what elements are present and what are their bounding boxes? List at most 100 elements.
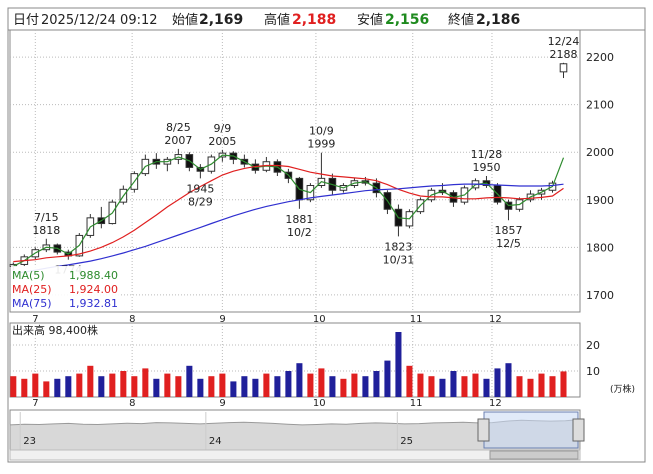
x-tick-label: 10 bbox=[313, 398, 326, 409]
volume-bar bbox=[87, 365, 94, 397]
low: 2,156 bbox=[385, 12, 429, 28]
annotation-value: 1823 bbox=[384, 240, 412, 253]
x-tick-label: 7 bbox=[32, 314, 38, 325]
x-tick-label: 10 bbox=[313, 314, 326, 325]
y-tick-label: 20 bbox=[586, 339, 600, 352]
annotation-value: 1950 bbox=[472, 161, 500, 174]
volume-bar bbox=[131, 376, 138, 397]
volume-bar bbox=[219, 373, 226, 397]
legend-value: 1,924.00 bbox=[69, 283, 118, 296]
volume-bar bbox=[384, 360, 391, 397]
high-label: 高値 bbox=[264, 12, 290, 28]
annotation-date: 10/31 bbox=[383, 253, 415, 266]
close: 2,186 bbox=[476, 12, 520, 28]
annotation-value: 1857 bbox=[494, 224, 522, 237]
navigator-selection[interactable] bbox=[483, 411, 579, 449]
x-tick-label: 11 bbox=[410, 314, 423, 325]
y-tick-label: 1800 bbox=[586, 241, 614, 254]
volume-bar bbox=[439, 378, 446, 397]
x-tick-label: 12 bbox=[489, 314, 502, 325]
volume-bar bbox=[450, 371, 457, 397]
annotation-value: 1999 bbox=[307, 138, 335, 151]
legend-value: 1,988.40 bbox=[69, 269, 118, 282]
volume-bar bbox=[329, 376, 336, 397]
annotation-date: 8/29 bbox=[188, 195, 213, 208]
price-panel bbox=[9, 29, 581, 313]
volume-bar bbox=[65, 376, 72, 397]
x-tick-label: 11 bbox=[410, 398, 423, 409]
annotation-date: 10/9 bbox=[309, 125, 334, 138]
y-tick-label: 10 bbox=[586, 365, 600, 378]
volume-bar bbox=[98, 376, 105, 397]
x-tick-label: 9 bbox=[219, 314, 225, 325]
navigator-handle-right[interactable] bbox=[572, 418, 585, 442]
volume-bar bbox=[461, 376, 468, 397]
navigator-label: 25 bbox=[400, 436, 413, 447]
volume-bar bbox=[263, 373, 270, 397]
volume-bar bbox=[483, 378, 490, 397]
volume-bar bbox=[252, 378, 259, 397]
volume-bar bbox=[285, 371, 292, 397]
volume-bar bbox=[318, 368, 325, 397]
volume-bar bbox=[505, 363, 512, 397]
volume-bar bbox=[472, 373, 479, 397]
volume-title-bg bbox=[11, 324, 113, 337]
volume-bar bbox=[549, 376, 556, 397]
volume-bar bbox=[208, 376, 215, 397]
annotation-value: 2007 bbox=[164, 134, 192, 147]
x-tick-label: 7 bbox=[32, 398, 38, 409]
x-tick-label: 9 bbox=[219, 398, 225, 409]
candle-body bbox=[559, 63, 568, 73]
volume-bar bbox=[307, 373, 314, 397]
volume-bar bbox=[395, 332, 402, 397]
open: 2,169 bbox=[199, 12, 243, 28]
y-tick-label: 2200 bbox=[586, 51, 614, 64]
volume-bar bbox=[351, 373, 358, 397]
volume-bar bbox=[428, 376, 435, 397]
low-label: 安値 bbox=[357, 12, 383, 28]
navigator-label: 23 bbox=[23, 436, 36, 447]
volume-bar bbox=[538, 373, 545, 397]
legend-name: MA(5) bbox=[12, 269, 45, 282]
annotation-date: 9/9 bbox=[214, 122, 232, 135]
volume-bar bbox=[120, 371, 127, 397]
scrollbar-thumb[interactable] bbox=[489, 450, 579, 460]
volume-bar bbox=[54, 378, 61, 397]
volume-bar bbox=[516, 376, 523, 397]
x-tick-label: 8 bbox=[129, 314, 135, 325]
annotation-value: 1945 bbox=[186, 182, 214, 195]
legend-box bbox=[11, 266, 119, 311]
volume-bar bbox=[241, 376, 248, 397]
volume-bar bbox=[230, 381, 237, 397]
annotation-value: 2005 bbox=[208, 135, 236, 148]
legend-name: MA(75) bbox=[12, 297, 52, 310]
navigator-handle-left[interactable] bbox=[477, 418, 490, 442]
legend-value: 1,932.81 bbox=[69, 297, 118, 310]
volume-bar bbox=[527, 378, 534, 397]
volume-bar bbox=[10, 376, 17, 397]
ma-line bbox=[13, 154, 565, 267]
volume-panel bbox=[9, 322, 581, 398]
close-label: 終値 bbox=[448, 12, 474, 28]
volume-bar bbox=[142, 368, 149, 397]
high: 2,188 bbox=[292, 12, 336, 28]
date-label: 日付 bbox=[13, 13, 39, 28]
annotation-date: 10/2 bbox=[287, 226, 312, 239]
annotation-value: 2188 bbox=[549, 48, 577, 61]
ma-line bbox=[13, 183, 564, 275]
x-tick-label: 12 bbox=[489, 398, 502, 409]
volume-bar bbox=[21, 378, 28, 397]
scrollbar bbox=[9, 449, 581, 461]
annotation-value: 1818 bbox=[32, 224, 60, 237]
volume-bar bbox=[494, 368, 501, 397]
volume-bar bbox=[406, 365, 413, 397]
legend-name: MA(25) bbox=[12, 283, 52, 296]
volume-title: 出来高 98,400株 bbox=[12, 323, 98, 337]
volume-bar bbox=[175, 376, 182, 397]
volume-bar bbox=[186, 365, 193, 397]
y-tick-label: 1900 bbox=[586, 194, 614, 207]
ma-line bbox=[13, 164, 564, 263]
annotation-date: 12/5 bbox=[496, 237, 521, 250]
volume-bar bbox=[417, 373, 424, 397]
